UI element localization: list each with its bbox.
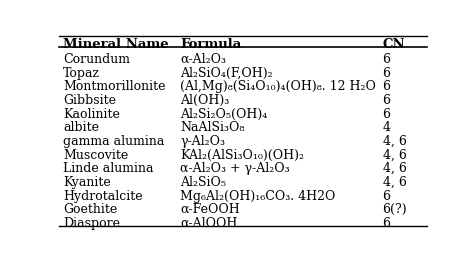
Text: 6: 6: [383, 190, 391, 203]
Text: Linde alumina: Linde alumina: [63, 162, 154, 175]
Text: NaAlSi₃O₈: NaAlSi₃O₈: [181, 121, 245, 134]
Text: 4, 6: 4, 6: [383, 176, 406, 189]
Text: 6: 6: [383, 94, 391, 107]
Text: Mg₆Al₂(OH)₁₆CO₃. 4H2O: Mg₆Al₂(OH)₁₆CO₃. 4H2O: [181, 190, 336, 203]
Text: Mineral Name: Mineral Name: [63, 38, 169, 51]
Text: 6: 6: [383, 108, 391, 121]
Text: 6: 6: [383, 217, 391, 230]
Text: Al₂Si₂O₅(OH)₄: Al₂Si₂O₅(OH)₄: [181, 108, 268, 121]
Text: 4: 4: [383, 121, 391, 134]
Text: albite: albite: [63, 121, 99, 134]
Text: α-Al₂O₃: α-Al₂O₃: [181, 53, 227, 66]
Text: Formula: Formula: [181, 38, 242, 51]
Text: Muscovite: Muscovite: [63, 148, 128, 162]
Text: 6: 6: [383, 80, 391, 93]
Text: α-AlOOH: α-AlOOH: [181, 217, 238, 230]
Text: KAl₂(AlSi₃O₁₀)(OH)₂: KAl₂(AlSi₃O₁₀)(OH)₂: [181, 148, 304, 162]
Text: gamma alumina: gamma alumina: [63, 135, 164, 148]
Text: 6: 6: [383, 53, 391, 66]
Text: Al₂SiO₄(F,OH)₂: Al₂SiO₄(F,OH)₂: [181, 66, 273, 80]
Text: Corundum: Corundum: [63, 53, 130, 66]
Text: Kaolinite: Kaolinite: [63, 108, 120, 121]
Text: 4, 6: 4, 6: [383, 148, 406, 162]
Text: α-Al₂O₃ + γ-Al₂O₃: α-Al₂O₃ + γ-Al₂O₃: [181, 162, 290, 175]
Text: Al₂SiO₅: Al₂SiO₅: [181, 176, 227, 189]
Text: 4, 6: 4, 6: [383, 135, 406, 148]
Text: Topaz: Topaz: [63, 66, 100, 80]
Text: 6: 6: [383, 66, 391, 80]
Text: Kyanite: Kyanite: [63, 176, 110, 189]
Text: CN: CN: [383, 38, 405, 51]
Text: Goethite: Goethite: [63, 203, 117, 216]
Text: 6(?): 6(?): [383, 203, 407, 216]
Text: γ-Al₂O₃: γ-Al₂O₃: [181, 135, 226, 148]
Text: Diaspore: Diaspore: [63, 217, 120, 230]
Text: 4, 6: 4, 6: [383, 162, 406, 175]
Text: (Al,Mg)₈(Si₄O₁₀)₄(OH)₈. 12 H₂O: (Al,Mg)₈(Si₄O₁₀)₄(OH)₈. 12 H₂O: [181, 80, 376, 93]
Text: α-FeOOH: α-FeOOH: [181, 203, 240, 216]
Text: Montmorillonite: Montmorillonite: [63, 80, 165, 93]
Text: Gibbsite: Gibbsite: [63, 94, 116, 107]
Text: Hydrotalcite: Hydrotalcite: [63, 190, 143, 203]
Text: Al(OH)₃: Al(OH)₃: [181, 94, 230, 107]
